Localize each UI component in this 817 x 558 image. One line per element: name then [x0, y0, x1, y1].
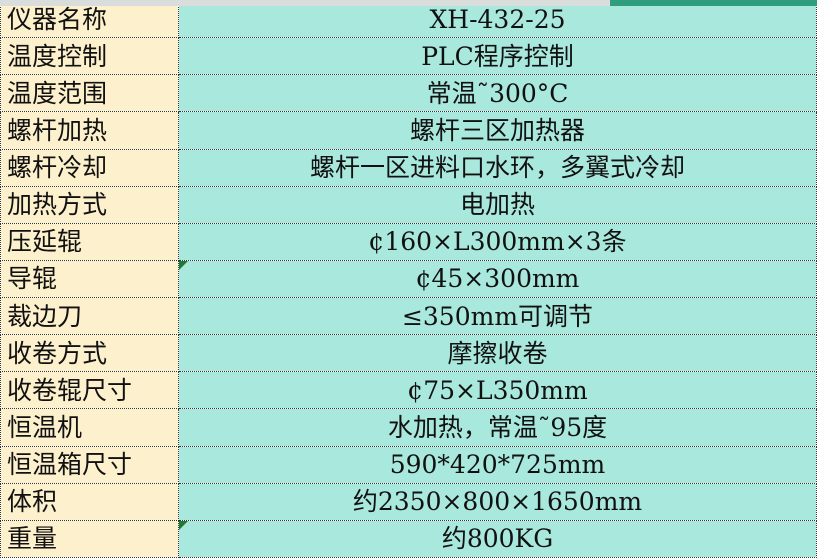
- row-label-cell[interactable]: 温度控制: [0, 37, 179, 76]
- row-value-cell[interactable]: ≤350mm可调节: [178, 296, 817, 336]
- row-value-text: ¢160×L300mm×3条: [368, 227, 627, 257]
- row-label-cell[interactable]: 螺杆冷却: [0, 148, 179, 187]
- row-value-text: 水加热，常温˜95度: [387, 412, 608, 442]
- table-row: 温度控制 PLC程序控制: [0, 37, 817, 76]
- table-row: 压延辊 ¢160×L300mm×3条: [0, 222, 817, 261]
- table-row: 加热方式 电加热: [0, 185, 817, 224]
- row-label-cell[interactable]: 导辊: [0, 259, 179, 299]
- row-label-cell[interactable]: 重量: [0, 519, 179, 558]
- table-row: 重量 约800KG: [0, 519, 817, 558]
- row-label-cell[interactable]: 螺杆加热: [0, 111, 179, 150]
- table-row: 螺杆冷却 螺杆一区进料口水环，多翼式冷却: [0, 148, 817, 187]
- sheet-top-strip: [0, 0, 817, 6]
- table-row: 螺杆加热 螺杆三区加热器: [0, 111, 817, 150]
- row-label-cell[interactable]: 温度范围: [0, 74, 179, 113]
- row-value-cell[interactable]: 螺杆一区进料口水环，多翼式冷却: [178, 148, 817, 187]
- row-value-cell[interactable]: ¢45×300mm: [178, 259, 817, 299]
- row-value-cell[interactable]: 约800KG: [178, 519, 817, 558]
- cell-comment-marker-icon: [179, 521, 188, 530]
- row-value-text: ¢75×L350mm: [407, 375, 588, 405]
- row-value-text: ≤350mm可调节: [401, 301, 594, 331]
- row-value-cell[interactable]: PLC程序控制: [178, 37, 817, 76]
- table-row: 恒温机 水加热，常温˜95度: [0, 408, 817, 447]
- table-row: 收卷方式 摩擦收卷: [0, 334, 817, 373]
- row-value-text: 590*420*725mm: [389, 450, 606, 480]
- row-value-cell[interactable]: 摩擦收卷: [178, 334, 817, 373]
- cell-comment-marker-icon: [179, 261, 188, 270]
- row-value-text: XH-432-25: [429, 4, 566, 34]
- table-row: 温度范围 常温˜300°C: [0, 74, 817, 113]
- row-value-cell[interactable]: 约2350×800×1650mm: [178, 482, 817, 521]
- row-label-cell[interactable]: 恒温箱尺寸: [0, 445, 179, 484]
- row-value-text: ¢45×300mm: [415, 264, 580, 294]
- row-value-cell[interactable]: 水加热，常温˜95度: [178, 408, 817, 447]
- sheet-top-strip-accent: [610, 0, 817, 6]
- row-label-cell[interactable]: 加热方式: [0, 185, 179, 224]
- row-value-text: PLC程序控制: [421, 41, 574, 71]
- row-label-cell[interactable]: 收卷辊尺寸: [0, 371, 179, 410]
- row-value-cell[interactable]: ¢75×L350mm: [178, 371, 817, 410]
- table-row: 导辊 ¢45×300mm: [0, 259, 817, 299]
- row-value-cell[interactable]: 590*420*725mm: [178, 445, 817, 484]
- row-value-cell[interactable]: 螺杆三区加热器: [178, 111, 817, 150]
- table-row: 恒温箱尺寸 590*420*725mm: [0, 445, 817, 484]
- table-row: 体积 约2350×800×1650mm: [0, 482, 817, 521]
- table-row: 仪器名称 XH-432-25: [0, 0, 817, 39]
- row-label-cell[interactable]: 裁边刀: [0, 296, 179, 336]
- row-label-cell[interactable]: 恒温机: [0, 408, 179, 447]
- row-value-cell[interactable]: ¢160×L300mm×3条: [178, 222, 817, 261]
- row-value-text: 螺杆三区加热器: [409, 115, 585, 145]
- row-value-cell[interactable]: 常温˜300°C: [178, 74, 817, 113]
- table-row: 裁边刀 ≤350mm可调节: [0, 296, 817, 336]
- row-value-cell[interactable]: XH-432-25: [178, 0, 817, 39]
- row-label-cell[interactable]: 仪器名称: [0, 0, 179, 39]
- table-row: 收卷辊尺寸 ¢75×L350mm: [0, 371, 817, 410]
- row-label-cell[interactable]: 体积: [0, 482, 179, 521]
- row-value-cell[interactable]: 电加热: [178, 185, 817, 224]
- row-value-text: 约2350×800×1650mm: [352, 487, 643, 517]
- row-label-cell[interactable]: 收卷方式: [0, 334, 179, 373]
- row-value-text: 常温˜300°C: [426, 78, 569, 108]
- row-value-text: 摩擦收卷: [447, 338, 548, 368]
- row-value-text: 电加热: [459, 190, 535, 220]
- row-value-text: 螺杆一区进料口水环，多翼式冷却: [309, 153, 685, 183]
- row-label-cell[interactable]: 压延辊: [0, 222, 179, 261]
- row-value-text: 约800KG: [441, 524, 554, 554]
